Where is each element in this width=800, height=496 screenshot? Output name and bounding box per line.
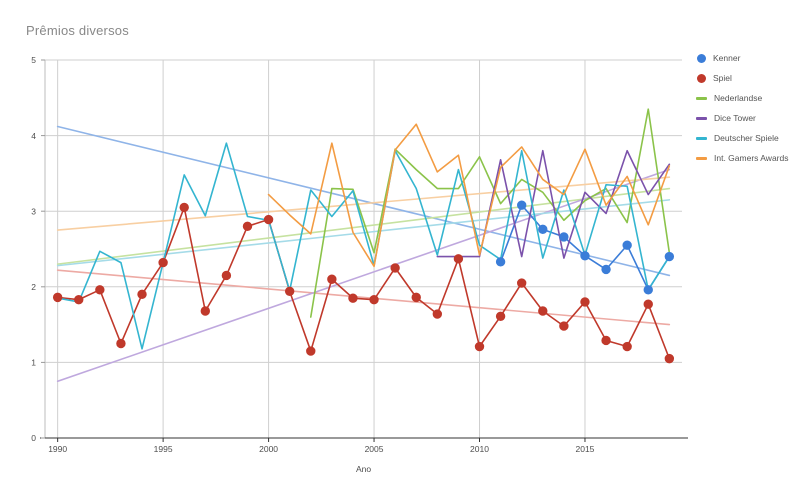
svg-text:1995: 1995: [154, 444, 173, 454]
legend-item[interactable]: Dice Tower: [696, 110, 797, 127]
axis-lines: [40, 59, 688, 442]
data-series-markers: [52, 200, 675, 364]
legend-swatch-line-icon: [696, 137, 707, 140]
svg-text:1990: 1990: [48, 444, 67, 454]
chart-legend: Kenner Spiel Nederlandse Dice Tower Deutsche…: [696, 50, 797, 170]
tick-labels: 1990 1995 2000 2005 2010 2015 0 1 2 3 4 5: [31, 55, 594, 454]
svg-text:2010: 2010: [470, 444, 489, 454]
legend-item[interactable]: Kenner: [697, 50, 797, 67]
legend-swatch-dot-icon: [697, 54, 706, 63]
svg-text:0: 0: [31, 433, 36, 443]
svg-text:1: 1: [31, 358, 36, 368]
legend-item[interactable]: Deutscher Spiele: [696, 130, 797, 147]
legend-item-label: Nederlandse: [714, 93, 763, 104]
legend-item-label: Int. Gamers Awards: [714, 153, 789, 164]
svg-text:Ano: Ano: [356, 464, 371, 474]
svg-text:5: 5: [31, 55, 36, 65]
legend-item-label: Kenner: [713, 53, 741, 64]
legend-swatch-line-icon: [696, 157, 707, 160]
legend-swatch-dot-icon: [697, 74, 706, 83]
legend-item-label: Spiel: [713, 73, 732, 84]
svg-text:2005: 2005: [365, 444, 384, 454]
legend-swatch-line-icon: [696, 97, 707, 100]
legend-swatch-line-icon: [696, 117, 707, 120]
chart-title: Prêmios diversos: [26, 23, 129, 38]
svg-text:2000: 2000: [259, 444, 278, 454]
data-series-lines: [56, 108, 671, 360]
svg-text:2: 2: [31, 282, 36, 292]
legend-item[interactable]: Int. Gamers Awards: [696, 150, 797, 167]
axis-titles: Ano: [356, 464, 371, 474]
svg-text:2015: 2015: [576, 444, 595, 454]
svg-text:3: 3: [31, 206, 36, 216]
svg-text:4: 4: [31, 131, 36, 141]
legend-item-label: Dice Tower: [714, 113, 756, 124]
legend-item[interactable]: Nederlandse: [696, 90, 797, 107]
legend-item-label: Deutscher Spiele: [714, 133, 779, 144]
legend-item[interactable]: Spiel: [697, 70, 797, 87]
